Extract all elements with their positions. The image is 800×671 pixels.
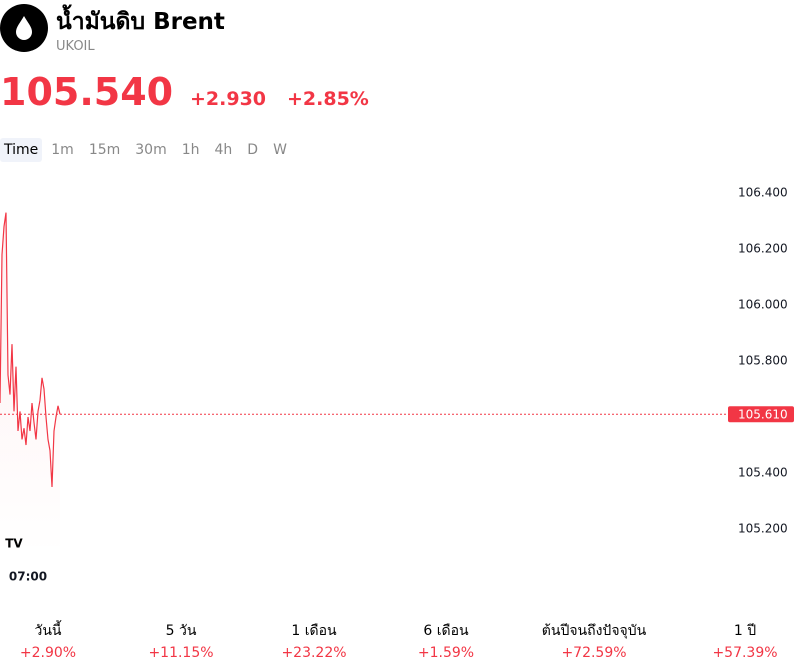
- period-change: +2.90%: [19, 645, 77, 661]
- performance-item[interactable]: ต้นปีจนถึงปัจจุบัน +72.59%: [514, 620, 674, 661]
- y-tick-label: 105.200: [738, 522, 788, 536]
- price-label-bg: [728, 406, 794, 423]
- performance-item[interactable]: 1 ปี +57.39%: [665, 620, 800, 661]
- y-tick-label: 106.200: [738, 242, 788, 256]
- period: 1 ปี: [733, 623, 757, 639]
- tab[interactable]: W: [273, 142, 287, 158]
- change-pct: +2.85%: [287, 88, 369, 110]
- title: น้ำมันดิบ Brent: [56, 9, 225, 35]
- y-tick-label: 105.800: [738, 354, 788, 368]
- performance-item[interactable]: 6 เดือน +1.59%: [366, 620, 526, 661]
- period-change: +72.59%: [561, 645, 627, 661]
- y-tick-label: 105.400: [738, 466, 788, 480]
- performance-item[interactable]: วันนี้ +2.90%: [0, 620, 128, 661]
- y-tick-label: 106.000: [738, 298, 788, 312]
- period-change: +11.15%: [148, 645, 214, 661]
- price-label: 105.610: [738, 408, 788, 422]
- tab[interactable]: Time: [0, 138, 43, 162]
- change: +2.930: [190, 88, 267, 110]
- line: [0, 212, 61, 488]
- tab[interactable]: 1h: [181, 142, 200, 158]
- logo-drop: [16, 16, 32, 40]
- period: 1 เดือน: [291, 623, 337, 639]
- period-change: +57.39%: [712, 645, 778, 661]
- tab[interactable]: 30m: [135, 142, 167, 158]
- tabs: Time 1m 15m 30m 1h 4h D W: [0, 138, 296, 162]
- period: 5 วัน: [165, 623, 197, 639]
- tab[interactable]: 4h: [214, 142, 233, 158]
- tab[interactable]: 15m: [88, 142, 121, 158]
- area: [0, 212, 60, 555]
- performance-item[interactable]: 1 เดือน +23.22%: [234, 620, 394, 661]
- x-tick-label: 07:00: [9, 570, 47, 584]
- tab[interactable]: D: [247, 142, 259, 158]
- period: ต้นปีจนถึงปัจจุบัน: [541, 623, 647, 639]
- period-change: +1.59%: [417, 645, 475, 661]
- period: 6 เดือน: [423, 623, 469, 639]
- symbol: UKOIL: [56, 39, 95, 54]
- period-change: +23.22%: [281, 645, 347, 661]
- period: วันนี้: [34, 623, 62, 639]
- price: 105.540: [0, 70, 174, 114]
- y-tick-label: 106.400: [738, 186, 788, 200]
- performance-item[interactable]: 5 วัน +11.15%: [101, 620, 261, 661]
- tab[interactable]: 1m: [51, 142, 74, 158]
